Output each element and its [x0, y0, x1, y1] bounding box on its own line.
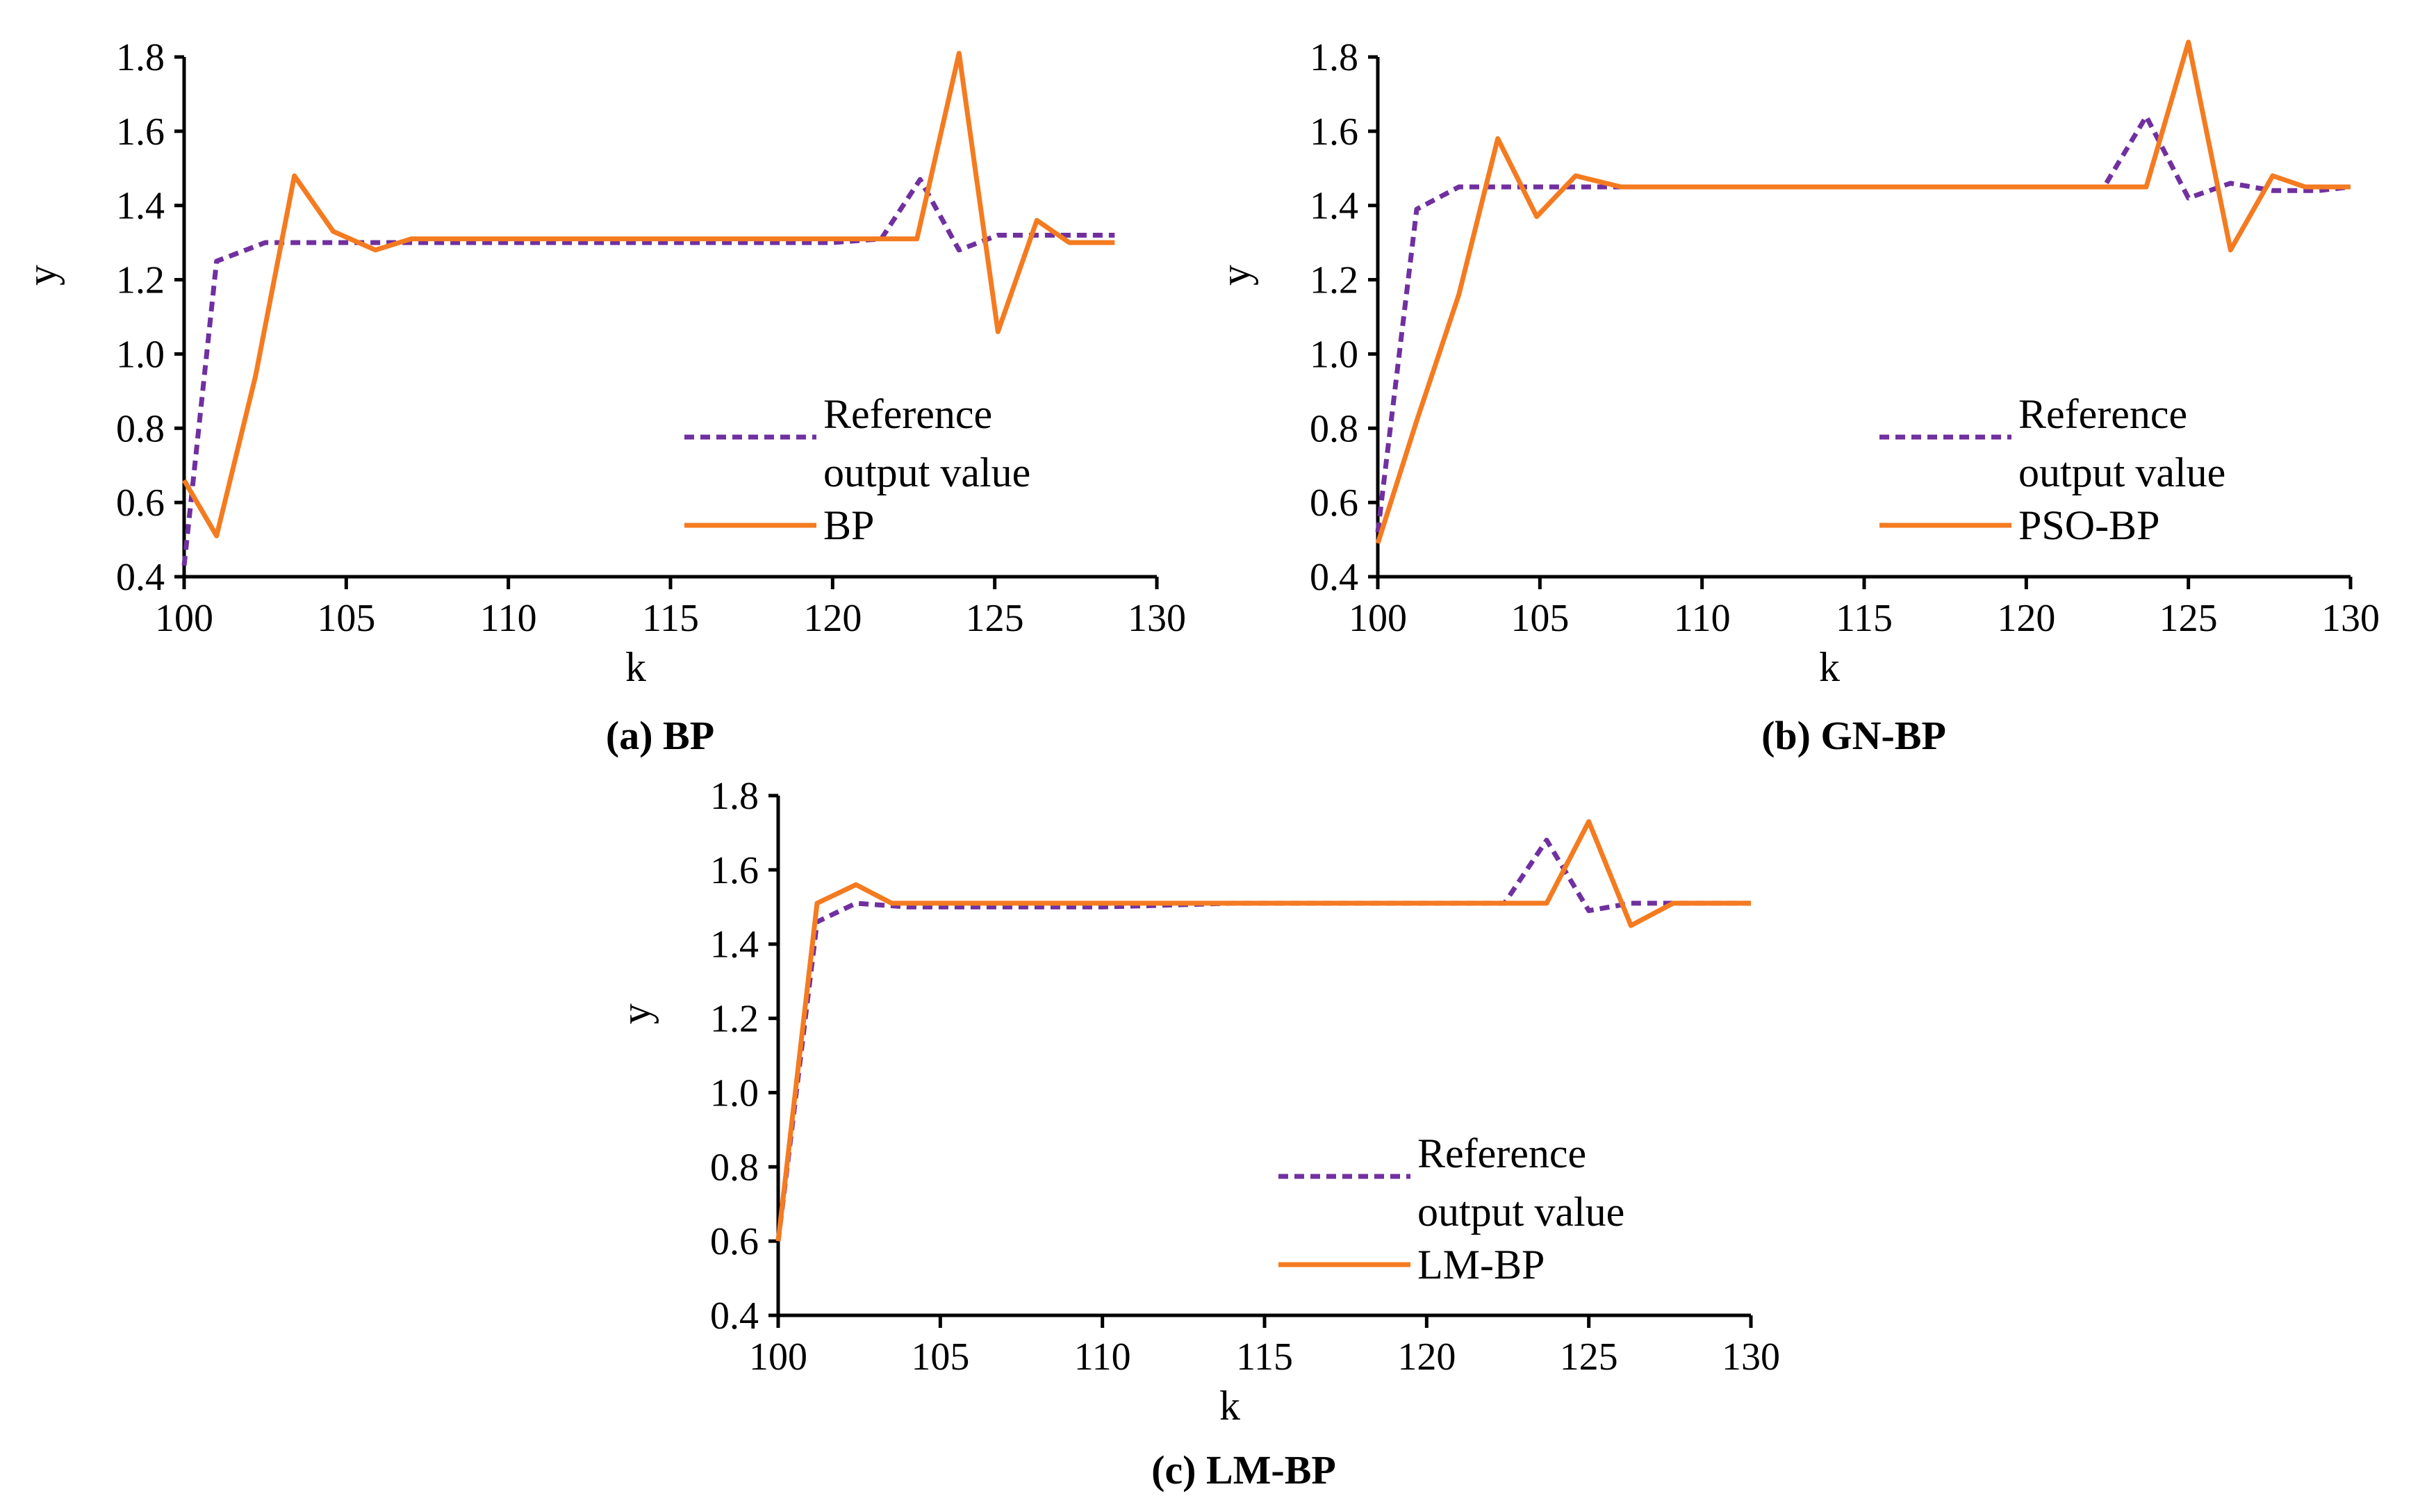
- y-tick-label: 1.0: [1310, 333, 1358, 376]
- chart-panel-2: 0.4 0.6 0.8 1.0 1.2 1.4 1.6 1.8 100 105 110 115 120 1…: [1212, 36, 2380, 758]
- y-axis-title: y: [1212, 265, 1258, 286]
- series-line-reference-output-value: [181, 176, 1115, 566]
- legend: Reference output value BP: [684, 391, 1030, 548]
- x-tick-label: 130: [1722, 1336, 1780, 1379]
- legend-label-reference: output value: [1417, 1189, 1624, 1235]
- y-tick-label: 1.6: [1310, 110, 1358, 154]
- series-line-lm-bp: [775, 819, 1751, 1242]
- x-tick-label: 115: [642, 597, 699, 640]
- y-tick-label: 1.6: [710, 849, 759, 892]
- y-tick-label: 1.6: [116, 110, 165, 154]
- x-tick-label: 130: [1128, 597, 1186, 640]
- legend-label-model: PSO-BP: [2018, 502, 2159, 548]
- x-axis-title: k: [1819, 644, 1840, 690]
- y-tick-label: 1.2: [116, 259, 165, 302]
- legend: Reference output value PSO-BP: [1879, 391, 2225, 548]
- y-tick-label: 1.2: [1310, 259, 1358, 302]
- y-axis-title: y: [613, 1003, 659, 1024]
- x-tick-label: 105: [317, 597, 375, 640]
- y-tick-label: 0.6: [1310, 482, 1358, 525]
- x-tick-label: 110: [1674, 597, 1731, 640]
- y-tick-label: 0.8: [1310, 407, 1358, 450]
- x-tick-label: 120: [1397, 1336, 1456, 1379]
- series-line-reference-output-value: [775, 837, 1751, 1242]
- y-tick-label: 0.4: [1310, 556, 1358, 599]
- chart-caption: (a) BP: [606, 713, 714, 758]
- x-tick-label: 120: [1997, 597, 2055, 640]
- y-tick-label: 1.4: [116, 185, 165, 228]
- y-tick-label: 0.8: [116, 407, 165, 450]
- y-tick-label: 1.8: [116, 36, 165, 79]
- series-line-pso-bp: [1375, 40, 2351, 544]
- chart-panel-1: 0.4 0.6 0.8 1.0 1.2 1.4 1.6 1.8 100 105 110 115 120 1…: [19, 36, 1186, 758]
- y-tick-label: 1.0: [710, 1071, 759, 1115]
- legend-label-reference: output value: [823, 450, 1030, 495]
- y-tick-label: 0.8: [710, 1146, 759, 1189]
- x-tick-label: 100: [749, 1336, 807, 1379]
- legend-label-model: LM-BP: [1417, 1242, 1545, 1288]
- y-tick-label: 1.0: [116, 333, 165, 376]
- legend-label-reference: Reference: [823, 391, 992, 437]
- series-line-bp: [181, 51, 1115, 539]
- y-tick-label: 1.8: [1310, 36, 1358, 79]
- y-tick-label: 0.6: [116, 482, 165, 525]
- y-tick-label: 1.4: [710, 923, 759, 967]
- x-tick-label: 105: [1511, 597, 1569, 640]
- x-tick-label: 105: [911, 1336, 969, 1379]
- chart-caption: (b) GN-BP: [1761, 713, 1946, 758]
- y-tick-label: 0.6: [710, 1220, 759, 1263]
- chart-caption: (c) LM-BP: [1151, 1447, 1336, 1493]
- legend-label-reference: Reference: [2018, 391, 2187, 437]
- x-tick-label: 110: [480, 597, 537, 640]
- x-tick-label: 115: [1836, 597, 1893, 640]
- x-axis-title: k: [625, 644, 646, 690]
- legend-label-reference: output value: [2018, 450, 2225, 495]
- chart-panel-3: 0.4 0.6 0.8 1.0 1.2 1.4 1.6 1.8 100 105 110 115 120 1…: [613, 775, 1780, 1493]
- legend: Reference output value LM-BP: [1278, 1131, 1624, 1288]
- x-tick-label: 100: [155, 597, 213, 640]
- y-tick-label: 1.8: [710, 775, 759, 818]
- y-axis-title: y: [19, 265, 65, 286]
- y-tick-label: 0.4: [710, 1295, 759, 1338]
- y-tick-label: 1.4: [1310, 185, 1358, 228]
- x-tick-label: 100: [1349, 597, 1407, 640]
- x-tick-label: 130: [2321, 597, 2380, 640]
- x-tick-label: 125: [1560, 1336, 1618, 1379]
- x-tick-label: 120: [803, 597, 862, 640]
- x-tick-label: 110: [1074, 1336, 1131, 1379]
- x-tick-label: 125: [966, 597, 1024, 640]
- legend-label-model: BP: [823, 502, 874, 548]
- legend-label-reference: Reference: [1417, 1131, 1586, 1176]
- y-tick-label: 0.4: [116, 556, 165, 599]
- x-tick-label: 115: [1236, 1336, 1293, 1379]
- x-tick-label: 125: [2159, 597, 2218, 640]
- x-axis-title: k: [1219, 1383, 1240, 1429]
- y-tick-label: 1.2: [710, 998, 759, 1041]
